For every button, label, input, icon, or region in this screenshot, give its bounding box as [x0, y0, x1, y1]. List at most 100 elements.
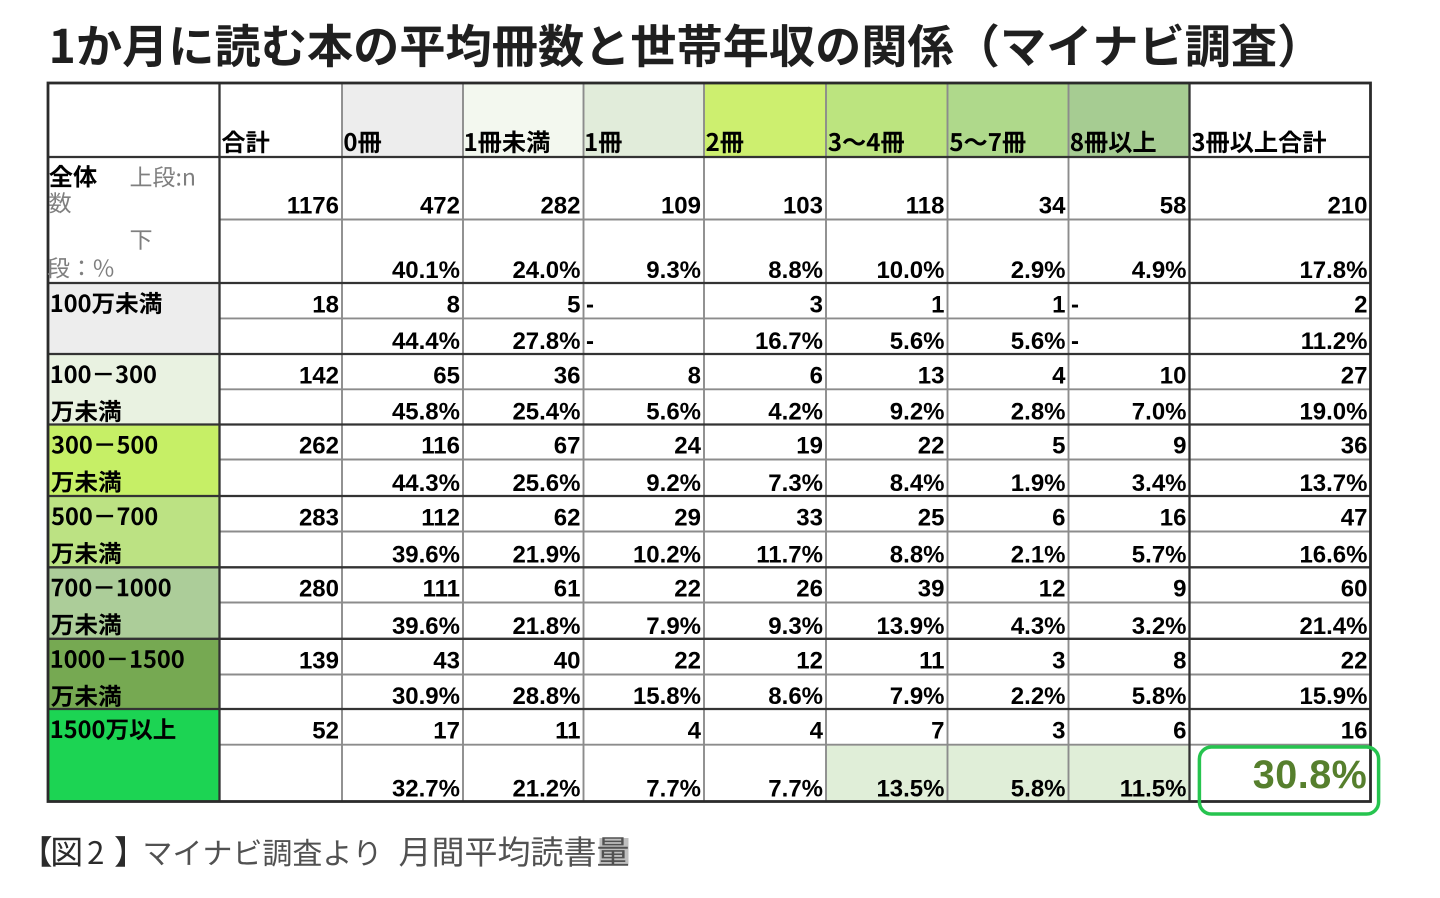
svg-text:6: 6: [1052, 505, 1065, 532]
svg-text:24.0%: 24.0%: [512, 257, 580, 284]
svg-text:27: 27: [1341, 362, 1368, 389]
svg-text:11: 11: [555, 718, 580, 745]
svg-text:9.3%: 9.3%: [768, 613, 823, 640]
svg-text:3.4%: 3.4%: [1132, 470, 1187, 497]
svg-text:142: 142: [299, 362, 339, 389]
svg-text:5: 5: [567, 291, 580, 318]
svg-text:15.9%: 15.9%: [1299, 683, 1367, 710]
svg-text:30.9%: 30.9%: [392, 683, 460, 710]
svg-text:22: 22: [918, 433, 945, 460]
svg-text:7.7%: 7.7%: [768, 776, 823, 803]
svg-text:8.6%: 8.6%: [768, 683, 823, 710]
svg-text:12: 12: [796, 648, 823, 675]
svg-text:-: -: [586, 328, 594, 355]
svg-text:280: 280: [299, 576, 339, 603]
svg-text:283: 283: [299, 505, 339, 532]
svg-text:112: 112: [421, 505, 460, 532]
svg-text:3.2%: 3.2%: [1132, 613, 1187, 640]
svg-text:25.4%: 25.4%: [512, 399, 580, 426]
svg-text:21.4%: 21.4%: [1299, 613, 1367, 640]
svg-text:13.7%: 13.7%: [1299, 470, 1367, 497]
svg-text:111: 111: [423, 576, 460, 603]
svg-text:282: 282: [540, 193, 580, 220]
svg-text:17: 17: [433, 718, 460, 745]
svg-text:19: 19: [796, 433, 823, 460]
svg-text:45.8%: 45.8%: [392, 399, 460, 426]
svg-text:22: 22: [1341, 648, 1368, 675]
svg-text:25: 25: [918, 505, 945, 532]
svg-text:60: 60: [1341, 576, 1368, 603]
svg-text:22: 22: [674, 648, 701, 675]
svg-text:116: 116: [421, 433, 460, 460]
svg-text:8.4%: 8.4%: [890, 470, 945, 497]
svg-text:118: 118: [906, 193, 945, 220]
svg-text:7.3%: 7.3%: [768, 470, 823, 497]
svg-text:-: -: [586, 291, 594, 318]
svg-text:-: -: [1071, 328, 1079, 355]
svg-text:5.6%: 5.6%: [890, 328, 945, 355]
svg-text:13.9%: 13.9%: [876, 613, 944, 640]
svg-text:16.6%: 16.6%: [1299, 541, 1367, 568]
svg-text:5.6%: 5.6%: [1011, 328, 1066, 355]
svg-text:5.8%: 5.8%: [1132, 683, 1187, 710]
svg-text:30.8%: 30.8%: [1253, 753, 1367, 797]
svg-text:7.9%: 7.9%: [890, 683, 945, 710]
svg-text:8.8%: 8.8%: [768, 257, 823, 284]
svg-text:39: 39: [918, 576, 945, 603]
svg-text:139: 139: [299, 648, 339, 675]
svg-text:9.2%: 9.2%: [890, 399, 945, 426]
svg-text:10.0%: 10.0%: [876, 257, 944, 284]
svg-text:39.6%: 39.6%: [392, 541, 460, 568]
svg-text:109: 109: [661, 193, 701, 220]
svg-text:3: 3: [1052, 648, 1065, 675]
svg-text:36: 36: [554, 362, 581, 389]
svg-text:65: 65: [433, 362, 460, 389]
svg-text:262: 262: [299, 433, 339, 460]
svg-text:26: 26: [796, 576, 823, 603]
svg-text:44.3%: 44.3%: [392, 470, 460, 497]
svg-text:4: 4: [688, 718, 702, 745]
svg-text:18: 18: [312, 291, 339, 318]
svg-text:1176: 1176: [287, 193, 339, 220]
svg-text:3: 3: [810, 291, 823, 318]
svg-text:5.6%: 5.6%: [646, 399, 701, 426]
svg-text:36: 36: [1341, 433, 1368, 460]
svg-text:34: 34: [1039, 193, 1066, 220]
svg-text:67: 67: [554, 433, 581, 460]
svg-text:16.7%: 16.7%: [755, 328, 823, 355]
svg-text:62: 62: [554, 505, 581, 532]
svg-text:28.8%: 28.8%: [512, 683, 580, 710]
svg-text:25.6%: 25.6%: [512, 470, 580, 497]
svg-text:11.7%: 11.7%: [756, 541, 823, 568]
svg-text:17.8%: 17.8%: [1299, 257, 1367, 284]
svg-text:9.3%: 9.3%: [646, 257, 701, 284]
svg-text:27.8%: 27.8%: [512, 328, 580, 355]
svg-text:58: 58: [1160, 193, 1187, 220]
svg-text:29: 29: [674, 505, 701, 532]
svg-text:5: 5: [1052, 433, 1065, 460]
svg-text:13.5%: 13.5%: [876, 776, 944, 803]
svg-text:4: 4: [810, 718, 824, 745]
svg-text:13: 13: [918, 362, 945, 389]
svg-text:39.6%: 39.6%: [392, 613, 460, 640]
svg-text:8.8%: 8.8%: [890, 541, 945, 568]
svg-text:24: 24: [674, 433, 701, 460]
svg-text:5.8%: 5.8%: [1011, 776, 1066, 803]
svg-text:44.4%: 44.4%: [392, 328, 460, 355]
svg-text:21.2%: 21.2%: [512, 776, 580, 803]
svg-text:8: 8: [688, 362, 701, 389]
svg-text:8: 8: [1173, 648, 1186, 675]
svg-text:16: 16: [1160, 505, 1187, 532]
svg-text:21.8%: 21.8%: [512, 613, 580, 640]
svg-text:12: 12: [1039, 576, 1066, 603]
svg-text:7.0%: 7.0%: [1132, 399, 1187, 426]
svg-text:11.2%: 11.2%: [1301, 328, 1368, 355]
svg-text:2: 2: [1354, 291, 1367, 318]
svg-text:16: 16: [1341, 718, 1368, 745]
svg-text:11: 11: [919, 648, 944, 675]
svg-text:40: 40: [554, 648, 581, 675]
svg-text:11.5%: 11.5%: [1120, 776, 1187, 803]
svg-text:2.1%: 2.1%: [1011, 541, 1066, 568]
svg-text:4.3%: 4.3%: [1011, 613, 1066, 640]
svg-text:7.9%: 7.9%: [646, 613, 701, 640]
